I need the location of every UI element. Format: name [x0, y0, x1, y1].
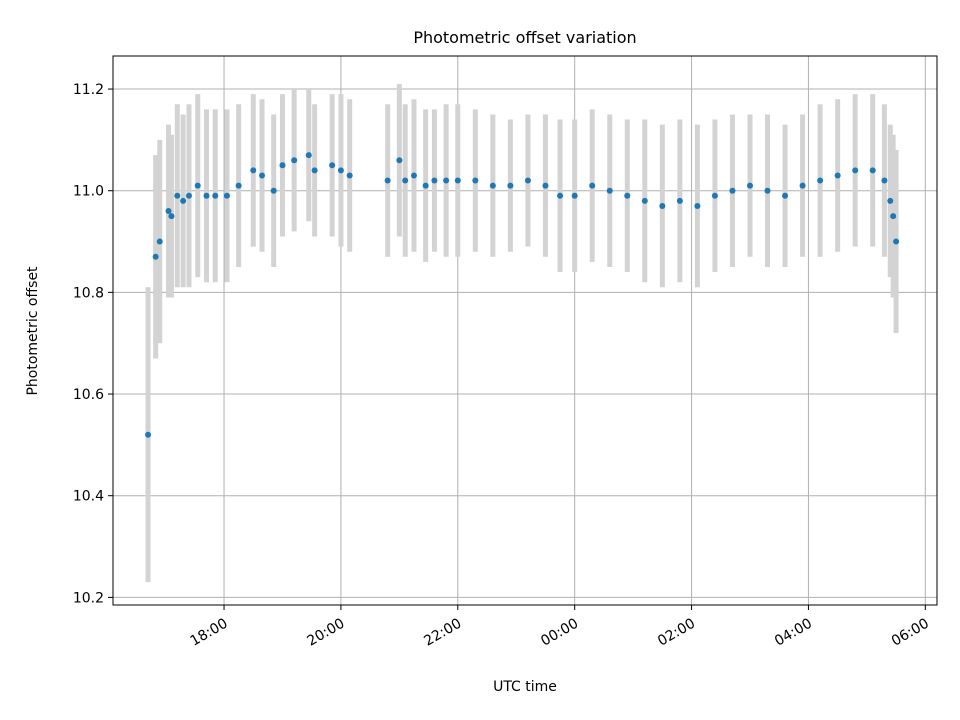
data-point — [893, 238, 900, 245]
data-point — [852, 167, 859, 174]
data-point — [507, 182, 514, 189]
data-point — [384, 177, 391, 184]
data-point — [346, 172, 353, 179]
grid — [113, 56, 937, 605]
data-point — [311, 167, 318, 174]
data-point — [606, 187, 613, 194]
data-point — [711, 192, 718, 199]
data-point — [799, 182, 806, 189]
data-point — [337, 167, 344, 174]
data-point — [180, 197, 187, 204]
data-point — [165, 208, 172, 215]
data-point — [168, 213, 175, 220]
data-point — [834, 172, 841, 179]
data-point — [641, 197, 648, 204]
data-point — [305, 152, 312, 159]
data-point — [890, 213, 897, 220]
data-point — [431, 177, 438, 184]
data-point — [145, 431, 152, 438]
data-point — [694, 202, 701, 209]
data-point — [746, 182, 753, 189]
data-point — [676, 197, 683, 204]
data-point — [203, 192, 210, 199]
data-point — [270, 187, 277, 194]
x-axis-label: UTC time — [493, 679, 557, 695]
data-point — [869, 167, 876, 174]
y-tick-label: 10.6 — [73, 387, 104, 403]
data-point — [410, 172, 417, 179]
y-tick-label: 11.0 — [73, 184, 104, 200]
y-axis-label: Photometric offset — [25, 266, 41, 396]
data-point — [396, 157, 403, 164]
data-point — [156, 238, 163, 245]
data-point — [422, 182, 429, 189]
plot-frame — [112, 55, 938, 606]
data-point — [259, 172, 266, 179]
data-point — [729, 187, 736, 194]
data-point — [443, 177, 450, 184]
data-point — [279, 162, 286, 169]
y-tick-label: 10.4 — [73, 489, 104, 505]
data-point — [212, 192, 219, 199]
data-point — [174, 192, 181, 199]
data-point — [817, 177, 824, 184]
y-tick-label: 10.8 — [73, 285, 104, 301]
y-axis-ticks: 10.2 10.4 10.6 10.8 11.0 11.2 — [73, 82, 113, 606]
data-point — [782, 192, 789, 199]
data-point — [185, 192, 192, 199]
data-point — [557, 192, 564, 199]
data-point — [524, 177, 531, 184]
chart-title: Photometric offset variation — [413, 28, 636, 47]
data-points — [145, 152, 900, 438]
data-point — [250, 167, 257, 174]
y-tick-label: 11.2 — [73, 82, 104, 98]
data-point — [881, 177, 888, 184]
data-point — [542, 182, 549, 189]
data-point — [489, 182, 496, 189]
data-point — [223, 192, 230, 199]
data-point — [887, 197, 894, 204]
data-point — [571, 192, 578, 199]
data-point — [589, 182, 596, 189]
data-point — [291, 157, 298, 164]
data-point — [194, 182, 201, 189]
data-point — [659, 202, 666, 209]
data-point — [402, 177, 409, 184]
data-point — [454, 177, 461, 184]
data-point — [329, 162, 336, 169]
data-point — [624, 192, 631, 199]
data-point — [764, 187, 771, 194]
y-tick-label: 10.2 — [73, 590, 104, 606]
data-point — [152, 253, 159, 260]
data-point — [472, 177, 479, 184]
data-point — [235, 182, 242, 189]
